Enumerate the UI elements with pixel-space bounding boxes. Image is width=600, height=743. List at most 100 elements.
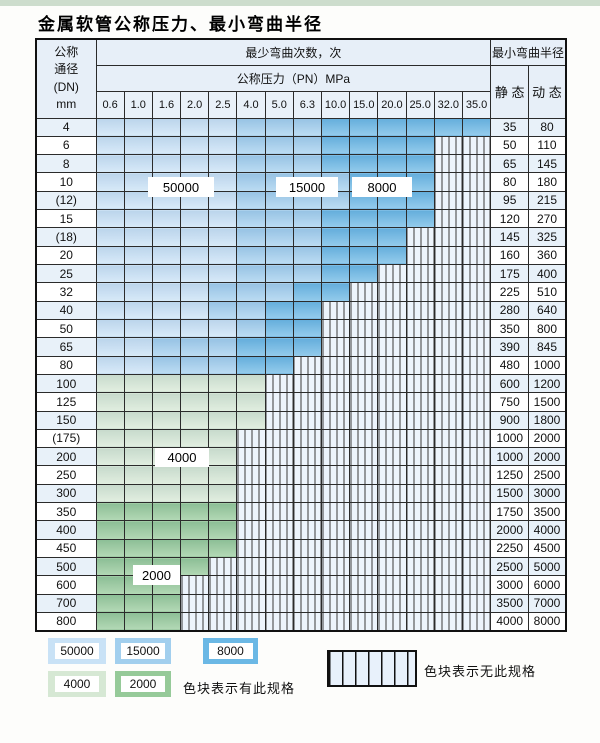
- no-spec-cell: [405, 611, 435, 632]
- spec-cell: [95, 593, 125, 613]
- spec-cell: [123, 447, 153, 467]
- static-radius-cell: 120: [490, 209, 530, 229]
- spec-cell: [95, 209, 125, 229]
- spec-cell: [405, 154, 435, 174]
- table-row: 400 2000 4000: [35, 520, 567, 540]
- spec-cell: [95, 392, 125, 412]
- no-spec-cell: [292, 502, 323, 522]
- spec-cell: [320, 227, 351, 247]
- spec-cell: [208, 245, 238, 266]
- no-spec-cell: [405, 245, 435, 266]
- spec-cell: [123, 190, 153, 211]
- dynamic-radius-cell: 80: [528, 117, 567, 137]
- no-spec-cell: [433, 373, 463, 394]
- dynamic-radius-cell: 1500: [528, 392, 567, 412]
- no-spec-cell: [377, 520, 407, 540]
- static-radius-cell: 95: [490, 190, 530, 211]
- no-spec-cell: [377, 483, 407, 504]
- spec-cell: [292, 245, 323, 266]
- pressure-value-header: 15.0: [349, 90, 379, 119]
- spec-cell: [180, 245, 210, 266]
- table-row: 32 225 510: [35, 282, 567, 302]
- spec-cell: [349, 227, 379, 247]
- spec-cell: [180, 520, 210, 540]
- static-radius-cell: 1000: [490, 447, 530, 467]
- spec-cell: [320, 245, 351, 266]
- no-spec-cell: [433, 190, 463, 211]
- static-radius-cell: 1750: [490, 502, 530, 522]
- no-spec-cell: [349, 483, 379, 504]
- spec-cell: [95, 154, 125, 174]
- no-spec-cell: [433, 520, 463, 540]
- pressure-value-header: 2.5: [208, 90, 238, 119]
- dn-cell: 450: [35, 538, 97, 559]
- no-spec-cell: [320, 483, 351, 504]
- dn-header-line: (DN): [53, 79, 79, 94]
- dn-cell: 4: [35, 117, 97, 137]
- no-spec-cell: [433, 611, 463, 632]
- spec-cell: [208, 392, 238, 412]
- no-spec-cell: [320, 538, 351, 559]
- spec-cell: [180, 502, 210, 522]
- no-spec-cell: [405, 392, 435, 412]
- static-radius-cell: 4000: [490, 611, 530, 632]
- no-spec-cell: [236, 465, 266, 485]
- table-row: 800 4000 8000: [35, 611, 567, 632]
- spec-cell: [236, 190, 266, 211]
- spec-cell: [95, 410, 125, 430]
- no-spec-cell: [405, 575, 435, 595]
- table-row: 350 1750 3500: [35, 502, 567, 522]
- dn-cell: 40: [35, 300, 97, 320]
- no-spec-cell: [405, 318, 435, 339]
- no-spec-cell: [405, 428, 435, 449]
- spec-cell: [236, 282, 266, 302]
- no-spec-cell: [461, 575, 492, 595]
- table-row: (175) 1000 2000: [35, 428, 567, 449]
- dn-cell: 600: [35, 575, 97, 595]
- no-spec-cell: [320, 410, 351, 430]
- table-row: 50 350 800: [35, 318, 567, 339]
- spec-cell: [264, 300, 294, 320]
- static-radius-cell: 3500: [490, 593, 530, 613]
- static-radius-cell: 175: [490, 263, 530, 284]
- no-spec-cell: [377, 392, 407, 412]
- no-spec-cell: [292, 392, 323, 412]
- spec-cell: [264, 263, 294, 284]
- spec-cell: [123, 300, 153, 320]
- no-spec-cell: [377, 575, 407, 595]
- spec-cell: [349, 154, 379, 174]
- spec-cell: [123, 245, 153, 266]
- no-spec-cell: [377, 447, 407, 467]
- no-spec-cell: [405, 337, 435, 357]
- spec-cell: [433, 117, 463, 137]
- spec-cell: [292, 117, 323, 137]
- spec-cell: [349, 135, 379, 156]
- spec-cell: [405, 209, 435, 229]
- dn-header-line: 公称: [54, 44, 79, 59]
- spec-cell: [208, 355, 238, 375]
- spec-cell: [151, 318, 182, 339]
- no-spec-cell: [377, 593, 407, 613]
- pressure-value-header: 6.3: [292, 90, 323, 119]
- no-spec-cell: [377, 355, 407, 375]
- no-spec-cell: [320, 392, 351, 412]
- spec-cell: [123, 502, 153, 522]
- no-spec-cell: [405, 465, 435, 485]
- spec-cell: [95, 373, 125, 394]
- no-spec-cell: [433, 263, 463, 284]
- no-spec-cell: [461, 227, 492, 247]
- no-spec-cell: [264, 465, 294, 485]
- legend-chip-2000: 2000: [115, 671, 171, 697]
- no-spec-cell: [236, 611, 266, 632]
- no-spec-cell: [320, 502, 351, 522]
- spec-cell: [208, 428, 238, 449]
- no-spec-cell: [320, 611, 351, 632]
- dynamic-radius-cell: 325: [528, 227, 567, 247]
- no-spec-cell: [377, 556, 407, 577]
- no-spec-cell: [320, 373, 351, 394]
- no-spec-cell: [180, 593, 210, 613]
- dynamic-radius-cell: 5000: [528, 556, 567, 577]
- no-spec-cell: [433, 227, 463, 247]
- no-spec-cell: [320, 300, 351, 320]
